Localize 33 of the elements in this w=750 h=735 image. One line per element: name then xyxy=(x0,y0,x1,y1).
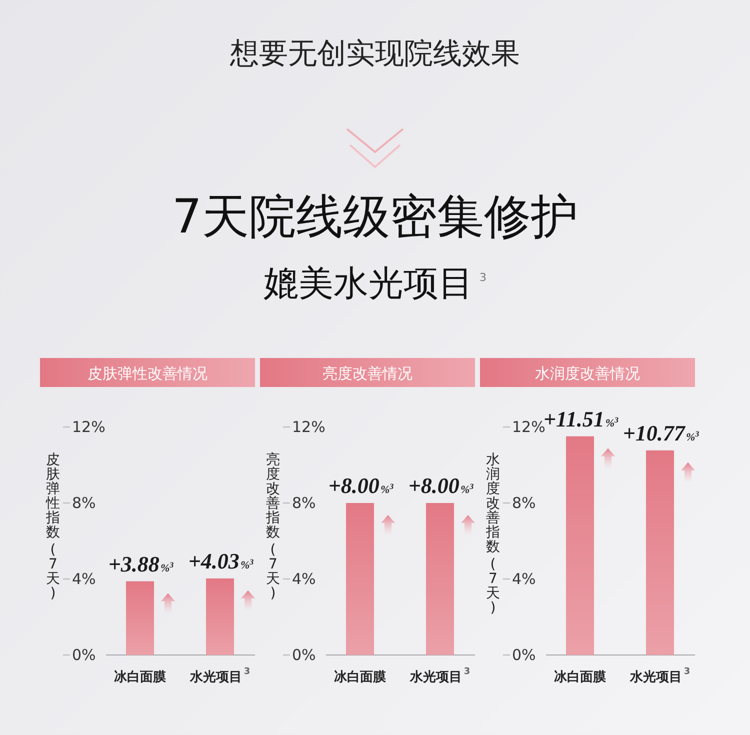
x-tick-label: 水光项目$^{3}$ xyxy=(628,667,690,684)
y-tick-label: 4% xyxy=(512,570,536,588)
y-tick-label: 4% xyxy=(292,570,316,588)
y-tick-label: 12% xyxy=(292,418,326,436)
y-tick-label: 8% xyxy=(292,494,316,512)
x-tick-label: 冰白面膜 xyxy=(334,668,386,684)
data-label: +4.03%$^{3}$ xyxy=(188,548,254,574)
x-tick-label: 水光项目$^{3}$ xyxy=(188,667,250,684)
y-tick-label: 0% xyxy=(292,646,316,664)
y-tick-label: 0% xyxy=(72,646,96,664)
y-tick-label: 4% xyxy=(72,570,96,588)
y-tick-label: 12% xyxy=(72,418,106,436)
text: 皮肤弹性指数 (7天) xyxy=(46,452,60,602)
y-tick-label: 8% xyxy=(512,494,536,512)
data-label: +8.00%$^{3}$ xyxy=(408,473,474,498)
data-label: +8.00%$^{3}$ xyxy=(328,473,394,498)
text: 媲美水光项目$^{3}$ xyxy=(264,264,486,304)
data-label: +11.51%$^{3}$ xyxy=(544,406,618,432)
chart-title: 亮度改善情况 xyxy=(322,364,412,382)
x-tick-label: 冰白面膜 xyxy=(554,668,606,684)
text: 亮度改善指数 (7天) xyxy=(266,452,280,602)
y-tick-label: 0% xyxy=(512,646,536,664)
text: 7天院线级密集修护 xyxy=(172,190,578,244)
x-tick-label: 冰白面膜 xyxy=(114,668,166,684)
text: 想要无创实现院线效果 xyxy=(229,36,520,70)
data-label: +3.88%$^{3}$ xyxy=(108,551,174,576)
data-label: +10.77%$^{3}$ xyxy=(622,420,700,446)
y-tick-label: 12% xyxy=(512,418,546,436)
y-tick-label: 8% xyxy=(72,494,96,512)
text: 水润度改善指数 (7天) xyxy=(486,452,500,616)
x-tick-label: 水光项目$^{3}$ xyxy=(408,667,470,684)
chart-title: 水润度改善情况 xyxy=(535,364,640,382)
chart-title: 皮肤弹性改善情况 xyxy=(88,364,208,382)
